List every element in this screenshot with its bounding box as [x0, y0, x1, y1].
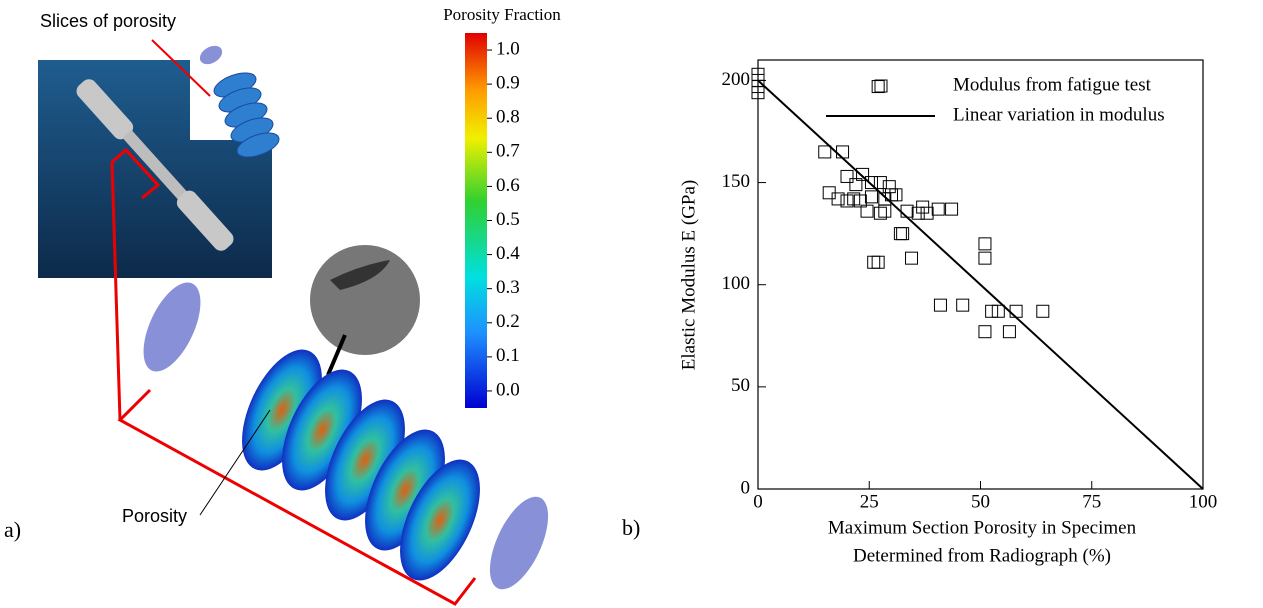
colorbar-tick-label: 0.5 — [496, 209, 520, 230]
data-point — [900, 204, 914, 218]
colorbar-tick-label: 0.9 — [496, 72, 520, 93]
colorbar-tick-label: 0.8 — [496, 107, 520, 128]
data-point — [889, 188, 903, 202]
data-point — [978, 325, 992, 339]
data-point — [1009, 304, 1023, 318]
data-point — [991, 304, 1005, 318]
colorbar-tick-label: 0.7 — [496, 141, 520, 162]
colorbar-tick-label: 1.0 — [496, 38, 520, 59]
y-tick-label: 0 — [741, 477, 751, 498]
legend-marker — [874, 79, 888, 93]
data-point — [933, 298, 947, 312]
data-point — [945, 202, 959, 216]
data-point — [916, 200, 930, 214]
colorbar-tick-label: 0.6 — [496, 175, 520, 196]
colorbar-tick-label: 0.2 — [496, 311, 520, 332]
data-point — [751, 86, 765, 100]
data-point — [1002, 325, 1016, 339]
y-tick-label: 100 — [722, 273, 751, 294]
data-point — [853, 194, 867, 208]
data-point — [831, 192, 845, 206]
legend-label: Linear variation in modulus — [953, 104, 1165, 125]
data-point — [873, 206, 887, 220]
data-point — [956, 298, 970, 312]
data-point — [836, 145, 850, 159]
data-point — [931, 202, 945, 216]
illustration — [38, 39, 549, 606]
data-point — [849, 178, 863, 192]
y-tick-label: 150 — [722, 171, 751, 192]
data-point — [864, 190, 878, 204]
data-point — [864, 176, 878, 190]
data-point — [893, 227, 907, 241]
x-tick-label: 50 — [971, 491, 990, 512]
data-point — [867, 255, 881, 269]
specimen — [76, 79, 234, 251]
x-tick-label: 100 — [1189, 491, 1218, 512]
data-point — [978, 237, 992, 251]
data-point — [856, 167, 870, 181]
x-tick-label: 25 — [860, 491, 879, 512]
colorbar-tick-label: 0.3 — [496, 277, 520, 298]
x-axis-label: Maximum Section Porosity in Specimen — [828, 517, 1137, 538]
data-point — [860, 204, 874, 218]
data-point — [847, 192, 861, 206]
x-axis-label: Determined from Radiograph (%) — [853, 545, 1111, 566]
data-point — [873, 176, 887, 190]
data-point — [871, 255, 885, 269]
legend-label: Modulus from fatigue test — [953, 74, 1152, 95]
connector — [110, 161, 122, 421]
panel-label: a) — [4, 517, 21, 542]
data-point — [985, 304, 999, 318]
callout-text: Slices of porosity — [40, 11, 176, 31]
data-point — [1036, 304, 1050, 318]
colorbar-title: Porosity Fraction — [443, 5, 561, 24]
colorbar-tick-label: 0.4 — [496, 243, 520, 264]
data-point — [840, 169, 854, 183]
trend-line — [757, 79, 1204, 490]
data-point — [871, 80, 885, 94]
colorbar — [465, 33, 487, 408]
data-point — [905, 251, 919, 265]
y-axis-label: Elastic Modulus E (GPa) — [678, 180, 699, 371]
data-point — [978, 251, 992, 265]
panel-label: b) — [622, 515, 640, 540]
y-tick-label: 200 — [722, 69, 751, 90]
x-tick-label: 75 — [1082, 491, 1101, 512]
data-point — [818, 145, 832, 159]
x-tick-label: 0 — [753, 491, 763, 512]
colorbar-tick-label: 0.0 — [496, 379, 520, 400]
colorbar-tick-label: 0.1 — [496, 345, 520, 366]
callout-text: Porosity — [122, 506, 187, 526]
data-point — [878, 192, 892, 206]
porosity-slices — [242, 349, 480, 581]
y-tick-label: 50 — [731, 375, 750, 396]
data-point — [840, 194, 854, 208]
